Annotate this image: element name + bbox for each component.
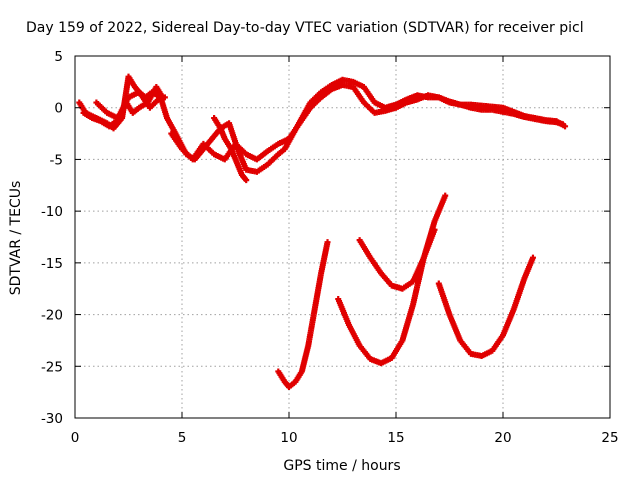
tick-marks [74,55,611,419]
x-tick-label: 10 [280,430,297,446]
data-marks [76,73,569,390]
y-tick-label: -30 [41,411,63,427]
data-point [324,239,331,246]
x-tick-label: 15 [387,430,404,446]
series-track-7 [275,239,331,390]
data-point [243,177,250,184]
series-track-10 [435,254,536,359]
data-point [431,226,438,233]
series-track-6 [211,115,250,184]
y-axis-tick-labels: 5 0 -5 -10 -15 -20 -25 -30 [41,49,63,427]
x-tick-label: 5 [178,430,187,446]
x-axis-tick-labels: 0 5 10 15 20 25 [71,430,619,446]
series-track-9 [356,226,438,292]
y-tick-label: -15 [41,256,63,272]
x-axis-label: GPS time / hours [283,458,400,474]
y-tick-label: -25 [41,359,63,375]
y-tick-label: -10 [41,204,63,220]
x-tick-label: 0 [71,430,80,446]
grid-layer [75,56,610,418]
data-point [529,254,536,261]
y-tick-label: -20 [41,308,63,324]
data-point [442,192,449,199]
y-tick-label: 0 [54,101,63,117]
data-point [562,123,569,130]
chart-title: Day 159 of 2022, Sidereal Day-to-day VTE… [26,20,584,36]
plot-frame [74,55,611,419]
y-tick-label: 5 [54,49,63,65]
y-axis-label: SDTVAR / TECUs [8,181,24,296]
y-tick-label: -5 [50,152,63,168]
series-track-5 [168,81,569,163]
x-tick-label: 25 [601,430,618,446]
x-tick-label: 20 [494,430,511,446]
